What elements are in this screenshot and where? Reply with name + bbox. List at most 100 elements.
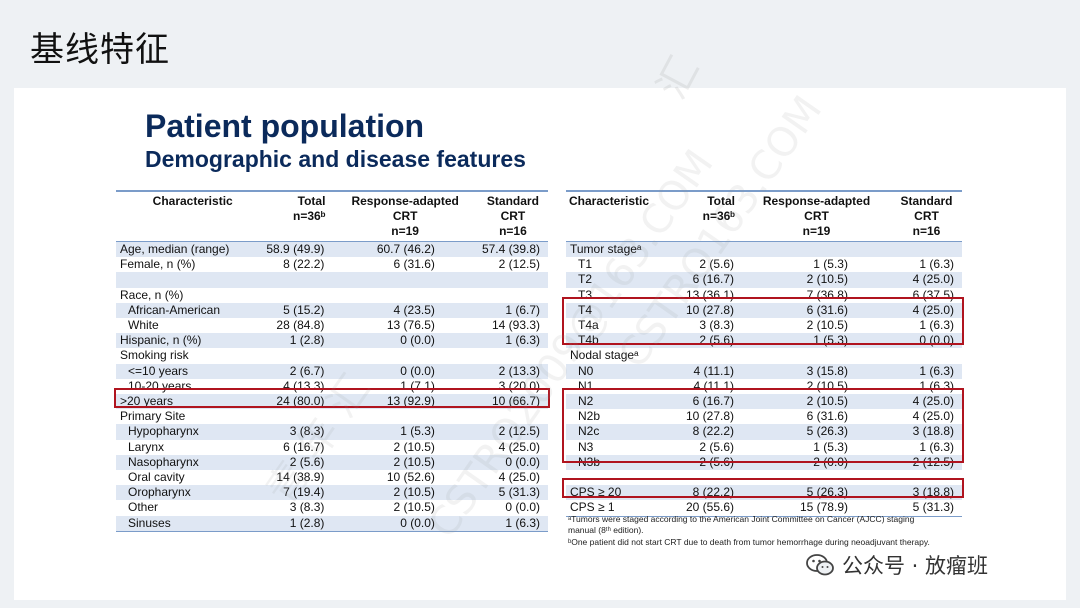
row-label: <=10 years	[116, 363, 263, 379]
standard-cell	[471, 288, 548, 303]
table-row: N2b 10 (27.8) 6 (31.6) 4 (25.0)	[566, 409, 962, 424]
total-cell: 1 (2.8)	[262, 515, 329, 532]
total-cell	[681, 241, 739, 258]
table-row: Hispanic, n (%) 1 (2.8) 0 (0.0) 1 (6.3)	[116, 333, 548, 349]
table-row: Oral cavity 14 (38.9) 10 (52.6) 4 (25.0)	[116, 470, 548, 485]
standard-cell: 1 (6.3)	[919, 257, 954, 272]
total-cell	[262, 348, 328, 363]
row-label: Nodal stageᵃ	[570, 348, 639, 363]
total-cell: 3 (8.3)	[262, 424, 329, 440]
row-label: T4a	[578, 318, 599, 333]
col-header-characteristic: Characteristic	[116, 190, 263, 242]
table-row: N0 4 (11.1) 3 (15.8) 1 (6.3)	[566, 363, 962, 379]
standard-cell: 0 (0.0)	[505, 500, 540, 515]
row-label: Sinuses	[116, 515, 263, 532]
highlight-smoking-over-20	[114, 388, 550, 408]
total-cell: 7 (19.4)	[262, 485, 329, 501]
row-label: Race, n (%)	[120, 287, 184, 302]
table-row: T4a 3 (8.3) 2 (10.5) 1 (6.3)	[566, 318, 962, 333]
highlight-cps-1	[562, 478, 964, 498]
heading: Patient population	[145, 108, 425, 144]
row-label: Age, median (range)	[116, 241, 263, 258]
total-cell	[682, 348, 738, 363]
total-cell: 2 (6.7)	[262, 363, 329, 379]
total-cell	[262, 272, 329, 288]
table-row: African-American 5 (15.2) 4 (23.5) 1 (6.7)	[116, 302, 548, 318]
standard-cell: 4 (25.0)	[883, 302, 962, 319]
total-cell: 1 (2.8)	[262, 333, 329, 349]
row-label: Oropharynx	[116, 485, 263, 501]
response-adapted-cell	[738, 241, 884, 258]
row-label: Tumor stageᵃ	[566, 241, 682, 258]
table-row	[116, 272, 548, 288]
row-label: N2c	[566, 424, 682, 440]
demographics-table: Characteristic Total n=36ᵇ Response-adap…	[116, 190, 548, 532]
total-cell: 8 (22.2)	[283, 257, 325, 272]
table-row: Nasopharynx 2 (5.6) 2 (10.5) 0 (0.0)	[116, 454, 548, 471]
table-row: T1 2 (5.6) 1 (5.3) 1 (6.3)	[566, 257, 962, 272]
table-row: Smoking risk	[116, 348, 548, 363]
row-label	[116, 272, 263, 288]
col-header-total: Total n=36ᵇ	[681, 190, 739, 242]
response-adapted-cell: 0 (0.0)	[328, 333, 471, 349]
table-row: Tumor stageᵃ	[566, 241, 962, 258]
col-header-response-adapted: Response-adapted CRT n=19	[328, 190, 471, 242]
total-cell: 6 (16.7)	[283, 439, 325, 454]
standard-cell: 2 (12.5)	[498, 257, 540, 272]
row-label: Primary Site	[120, 409, 186, 424]
slide-title: 基线特征	[30, 30, 170, 70]
table-row: Nodal stageᵃ	[566, 348, 962, 363]
col-header-response-adapted: Response-adapted CRT n=19	[738, 190, 884, 242]
total-cell: 2 (5.6)	[699, 439, 735, 454]
response-adapted-cell: 10 (52.6)	[386, 470, 435, 485]
response-adapted-cell: 13 (92.9)	[328, 394, 471, 410]
col-header-standard: Standard CRT n=16	[470, 190, 548, 242]
highlight-n2-n3-stage	[562, 388, 964, 463]
response-adapted-cell	[328, 272, 471, 288]
response-adapted-cell: 3 (15.8)	[738, 363, 884, 379]
row-label: >20 years	[116, 394, 263, 410]
table-row: N2c 8 (22.2) 5 (26.3) 3 (18.8)	[566, 424, 962, 440]
standard-cell: 5 (31.3)	[883, 500, 962, 517]
table-row: Hypopharynx 3 (8.3) 1 (5.3) 2 (12.5)	[116, 424, 548, 440]
response-adapted-cell: 0 (0.0)	[328, 515, 471, 532]
table-row: Age, median (range) 58.9 (49.9) 60.7 (46.2…	[116, 241, 548, 258]
standard-cell: 4 (25.0)	[883, 272, 962, 288]
row-label: T1	[578, 257, 593, 272]
col-header-characteristic: Characteristic	[566, 190, 682, 242]
response-adapted-cell: 4 (23.5)	[328, 302, 471, 318]
table-row: T4 10 (27.8) 6 (31.6) 4 (25.0)	[566, 302, 962, 319]
table-row: CPS ≥ 1 20 (55.6) 15 (78.9) 5 (31.3)	[566, 500, 962, 517]
total-cell: 3 (8.3)	[699, 318, 735, 333]
total-cell: 8 (22.2)	[681, 424, 739, 440]
standard-cell: 2 (13.3)	[470, 363, 548, 379]
row-label: CPS ≥ 1	[566, 500, 682, 517]
table-row: Race, n (%)	[116, 288, 548, 303]
table-row: Oropharynx 7 (19.4) 2 (10.5) 5 (31.3)	[116, 485, 548, 501]
response-adapted-cell: 2 (10.5)	[738, 394, 884, 410]
total-cell: 5 (15.2)	[262, 302, 329, 318]
standard-cell: 5 (31.3)	[470, 485, 548, 501]
standard-cell: 1 (6.3)	[470, 333, 548, 349]
response-adapted-cell	[328, 288, 470, 303]
response-adapted-cell: 60.7 (46.2)	[328, 241, 471, 258]
standard-cell: 4 (25.0)	[498, 439, 540, 454]
total-cell: 20 (55.6)	[681, 500, 739, 517]
total-cell: 10 (27.8)	[681, 302, 739, 319]
col-header-standard: Standard CRT n=16	[883, 190, 962, 242]
response-adapted-cell: 0 (0.0)	[328, 363, 471, 379]
response-adapted-cell: 6 (31.6)	[393, 257, 435, 272]
response-adapted-cell: 2 (10.5)	[328, 454, 471, 471]
standard-cell	[470, 272, 548, 288]
footnote-a: ᵃTumors were staged according to the Ame…	[568, 514, 914, 536]
row-label: T2	[566, 272, 682, 288]
standard-cell: 1 (6.7)	[470, 302, 548, 318]
total-cell: 24 (80.0)	[262, 394, 329, 410]
row-label: Smoking risk	[120, 348, 189, 363]
total-cell: 6 (16.7)	[681, 272, 739, 288]
row-label: Oral cavity	[128, 470, 185, 485]
standard-cell: 1 (6.3)	[883, 363, 962, 379]
response-adapted-cell: 2 (10.5)	[806, 318, 848, 333]
row-label: Larynx	[128, 439, 165, 454]
table-row: Primary Site	[116, 409, 548, 424]
